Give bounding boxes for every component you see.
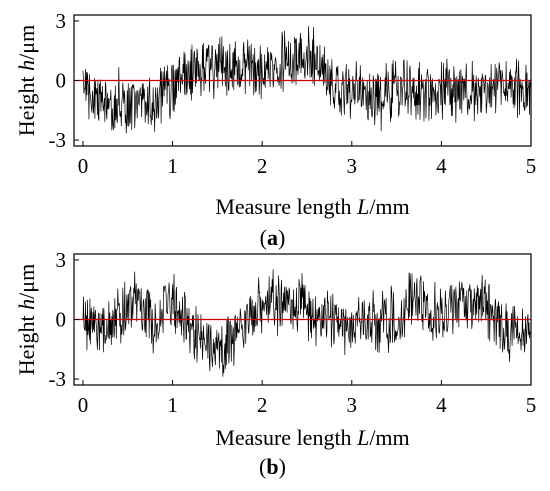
x-tick-label: 1 <box>167 154 178 178</box>
profile-line <box>82 26 532 134</box>
x-tick-label: 3 <box>347 393 358 417</box>
x-tick-label: 0 <box>78 393 89 417</box>
profile-line <box>82 269 532 377</box>
x-axis-label-unit: /mm <box>369 425 409 450</box>
x-tick-label: 5 <box>526 393 537 417</box>
x-axis-label-prefix: Measure length <box>215 425 357 450</box>
x-axis-label-variable: L <box>356 425 369 450</box>
y-axis-label-variable: h <box>14 299 39 310</box>
panel-label-letter: b <box>266 454 278 479</box>
panel-label-open: ( <box>259 454 266 479</box>
y-axis-label-unit: /μm <box>14 25 39 60</box>
y-tick-label: -3 <box>49 128 67 152</box>
x-tick-label: 5 <box>526 154 537 178</box>
x-axis-label-unit: /mm <box>369 194 409 219</box>
x-tick-label: 1 <box>167 393 178 417</box>
x-tick-label: 4 <box>436 393 447 417</box>
x-tick-label: 2 <box>257 154 268 178</box>
y-tick-label: 3 <box>56 248 67 272</box>
y-axis-label-prefix: Height <box>14 71 39 136</box>
chart-panel-a: 0 1 2 3 4 5 3 0 -3 Measure length L/mm Height h/μm… <box>14 9 536 250</box>
panel-label-open: ( <box>260 225 267 250</box>
y-axis-label: Height h/μm <box>14 264 39 375</box>
panel-label: (b) <box>259 454 286 479</box>
x-tick-label: 4 <box>436 154 447 178</box>
x-tick-label: 2 <box>257 393 268 417</box>
panel-label-close: ) <box>279 454 286 479</box>
y-tick-label: -3 <box>49 367 67 391</box>
y-axis-label-prefix: Height <box>14 310 39 375</box>
x-tick-label: 0 <box>78 154 89 178</box>
x-tick-label: 3 <box>347 154 358 178</box>
y-tick-label: 0 <box>56 308 67 332</box>
y-axis-label-variable: h <box>14 60 39 71</box>
chart-panel-b: 0 1 2 3 4 5 3 0 -3 Measure length L/mm Height h/μm… <box>14 248 536 479</box>
y-tick-label: 3 <box>56 9 67 33</box>
x-axis-label-variable: L <box>356 194 369 219</box>
panel-label: (a) <box>260 225 286 250</box>
y-axis-label-unit: /μm <box>14 264 39 299</box>
y-axis-label: Height h/μm <box>14 25 39 136</box>
y-tick-label: 0 <box>56 69 67 93</box>
x-axis-label: Measure length L/mm <box>215 194 409 219</box>
x-axis-label: Measure length L/mm <box>215 425 409 450</box>
panel-label-letter: a <box>267 225 278 250</box>
x-axis-label-prefix: Measure length <box>215 194 357 219</box>
panel-label-close: ) <box>278 225 285 250</box>
